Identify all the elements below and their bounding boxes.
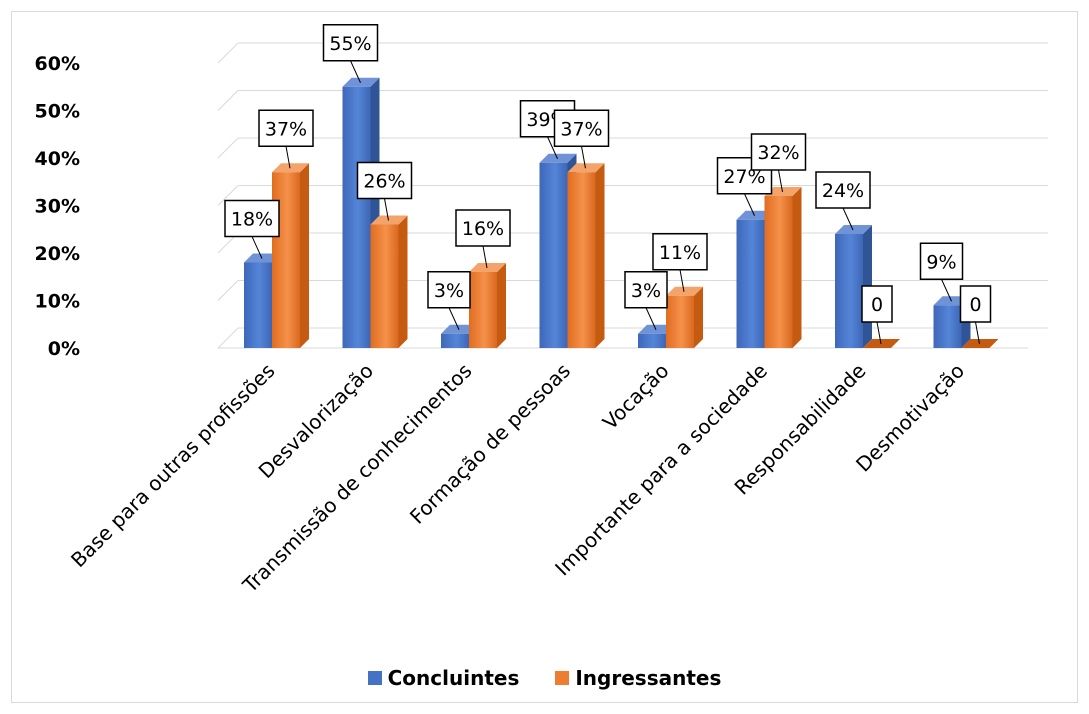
data-label-concluintes-2: 3%: [427, 271, 471, 330]
legend: Concluintes Ingressantes: [0, 666, 1089, 690]
y-tick-label: 40%: [35, 148, 80, 170]
data-label-ingressantes-3: 37%: [553, 109, 610, 169]
bar-ingressantes-0: [272, 163, 309, 348]
svg-text:11%: 11%: [659, 242, 701, 264]
y-tick-label: 50%: [35, 101, 80, 123]
svg-text:9%: 9%: [926, 251, 956, 273]
data-label-concluintes-0: 18%: [224, 199, 280, 259]
data-label-concluintes-1: 55%: [322, 24, 379, 83]
legend-item-ingressantes: Ingressantes: [555, 666, 721, 690]
gridline-diagonal: [217, 90, 239, 111]
legend-swatch-concluintes: [367, 671, 382, 685]
svg-text:55%: 55%: [329, 33, 371, 55]
svg-text:0: 0: [871, 294, 883, 316]
data-label-ingressantes-7: 0: [959, 285, 992, 345]
data-labels: 18%37%55%26%3%16%39%37%3%11%27%32%24%09%…: [224, 24, 992, 345]
svg-text:27%: 27%: [723, 166, 765, 188]
bar-ingressantes-7: [961, 339, 999, 348]
svg-text:3%: 3%: [434, 280, 464, 302]
data-label-concluintes-4: 3%: [624, 271, 668, 330]
data-label-concluintes-6: 24%: [815, 171, 871, 231]
x-tick-label: Vocação: [598, 359, 674, 435]
y-tick-label: 20%: [35, 243, 80, 265]
svg-text:37%: 37%: [560, 118, 602, 140]
svg-text:3%: 3%: [631, 280, 661, 302]
gridline-diagonal: [217, 137, 239, 159]
x-tick-label: Formação de pessoas: [405, 359, 575, 529]
gridline-diagonal: [217, 185, 239, 206]
gridline-diagonal: [217, 42, 239, 64]
data-label-ingressantes-2: 16%: [455, 209, 511, 269]
y-tick-label: 10%: [35, 291, 80, 313]
y-tick-label: 0%: [48, 338, 80, 360]
legend-item-concluintes: Concluintes: [367, 666, 520, 690]
x-tick-label: Importante para a sociedade: [550, 359, 772, 581]
bar-ingressantes-2: [469, 263, 506, 348]
legend-label-concluintes: Concluintes: [387, 666, 520, 690]
bar-ingressantes-1: [370, 215, 408, 348]
x-tick-label: Base para outras profissões: [66, 359, 280, 573]
legend-label-ingressantes: Ingressantes: [575, 666, 722, 690]
y-axis: 0% 10% 20% 30% 40% 50% 60%: [35, 53, 80, 360]
data-label-concluintes-7: 9%: [919, 242, 964, 302]
svg-text:26%: 26%: [363, 171, 405, 193]
y-tick-label: 60%: [35, 53, 80, 75]
svg-text:32%: 32%: [757, 142, 799, 164]
svg-text:37%: 37%: [265, 118, 307, 140]
bars: [244, 77, 999, 348]
svg-text:18%: 18%: [231, 209, 273, 231]
bar-ingressantes-5: [764, 187, 802, 348]
data-label-ingressantes-4: 11%: [652, 233, 708, 292]
data-label-ingressantes-0: 37%: [258, 109, 314, 169]
bar-ingressantes-4: [666, 286, 703, 348]
bar-ingressantes-3: [567, 163, 605, 348]
gridline-diagonal: [217, 327, 239, 349]
data-label-ingressantes-6: 0: [861, 285, 893, 345]
data-label-ingressantes-1: 26%: [356, 161, 413, 221]
y-tick-label: 30%: [35, 196, 80, 218]
legend-swatch-ingressantes: [555, 671, 570, 685]
data-label-ingressantes-5: 32%: [750, 133, 807, 193]
gridline-diagonal: [217, 280, 239, 301]
svg-text:0: 0: [969, 294, 981, 316]
bar-ingressantes-6: [863, 339, 900, 348]
svg-text:24%: 24%: [822, 180, 864, 202]
x-axis: Base para outras profissõesDesvalorizaçã…: [66, 359, 969, 598]
svg-text:16%: 16%: [462, 218, 504, 240]
